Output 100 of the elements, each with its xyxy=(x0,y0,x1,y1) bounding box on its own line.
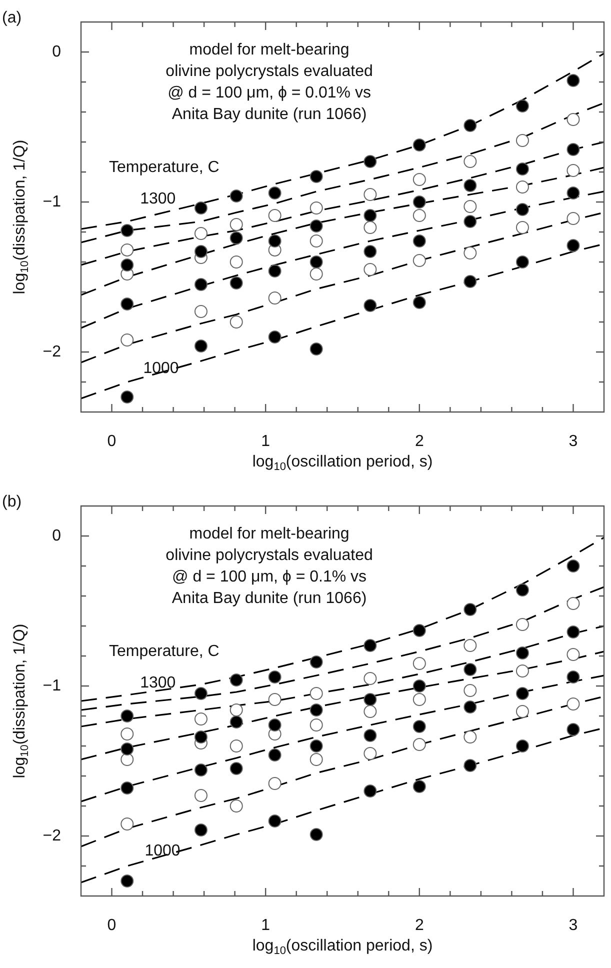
point xyxy=(566,74,580,87)
point xyxy=(230,256,243,268)
point xyxy=(464,200,477,213)
point xyxy=(194,789,208,802)
point xyxy=(516,687,529,700)
point xyxy=(194,764,208,776)
point xyxy=(464,603,477,616)
point xyxy=(194,687,208,700)
point xyxy=(412,738,426,751)
point xyxy=(516,256,529,268)
point xyxy=(194,340,208,352)
point xyxy=(516,180,529,194)
point xyxy=(464,275,477,288)
point xyxy=(230,740,243,752)
point xyxy=(566,239,580,252)
point xyxy=(120,390,134,404)
point xyxy=(364,729,377,742)
point xyxy=(364,639,377,652)
point xyxy=(464,700,477,714)
annotation: 1000 xyxy=(144,842,180,860)
point xyxy=(566,648,580,661)
point xyxy=(230,190,243,202)
point xyxy=(230,762,243,775)
point xyxy=(120,742,134,756)
chart-title: (b) xyxy=(2,493,22,510)
point xyxy=(516,203,529,216)
point xyxy=(268,330,282,344)
line-series xyxy=(81,586,604,711)
point xyxy=(566,723,580,736)
point xyxy=(194,712,208,726)
point xyxy=(412,657,426,670)
point xyxy=(230,704,243,716)
point xyxy=(194,305,208,318)
point xyxy=(268,777,282,790)
point xyxy=(566,626,580,638)
point xyxy=(364,705,377,718)
annotation: 1300 xyxy=(140,190,176,208)
point xyxy=(464,730,477,744)
point xyxy=(412,254,426,267)
y-tick-label: −2 xyxy=(42,343,62,360)
point xyxy=(364,221,377,234)
point xyxy=(566,560,580,572)
point xyxy=(120,224,134,237)
annotation: Temperature, C xyxy=(109,158,220,176)
point xyxy=(364,188,377,201)
point xyxy=(566,143,580,156)
point xyxy=(464,639,477,652)
point xyxy=(268,234,282,248)
point xyxy=(516,740,529,752)
point xyxy=(194,824,208,836)
point xyxy=(464,215,477,228)
point xyxy=(412,680,426,692)
point xyxy=(120,782,134,794)
line-series xyxy=(81,102,604,244)
point xyxy=(566,698,580,710)
point xyxy=(516,221,529,234)
point xyxy=(464,179,477,192)
point xyxy=(310,170,323,183)
text: model for melt-bearing olivine polycrystals evaluated @ d = 100 μm, ϕ = 0.1% vs Anita Bay dunite (run 1066) xyxy=(166,525,373,607)
y-tick-label: −1 xyxy=(42,677,62,694)
point xyxy=(310,268,323,280)
point xyxy=(412,693,426,706)
point xyxy=(566,113,580,126)
text: model for melt-bearing olivine polycrystals evaluated @ d = 100 μm, ϕ = 0.01% vs Anita Bay dunite (run 1066) xyxy=(166,41,373,123)
x-tick-label: 3 xyxy=(568,917,578,934)
point xyxy=(268,670,282,684)
annotation: 1000 xyxy=(143,360,179,377)
point xyxy=(566,670,580,684)
point xyxy=(566,186,580,200)
point xyxy=(194,245,208,258)
y-tick-label: −2 xyxy=(42,827,62,844)
point xyxy=(464,246,477,260)
point xyxy=(364,155,377,168)
line-series xyxy=(81,141,604,266)
point xyxy=(516,162,529,176)
point xyxy=(230,276,243,290)
point xyxy=(412,173,426,186)
y-axis-title: log10(dissipation, 1/Q) xyxy=(11,140,31,294)
point xyxy=(120,728,134,740)
point xyxy=(464,663,477,676)
chart-title: (a) xyxy=(2,9,22,26)
y-tick-label: 0 xyxy=(52,43,62,60)
point xyxy=(120,710,134,722)
point xyxy=(268,186,282,200)
point xyxy=(310,828,323,841)
point xyxy=(230,316,243,328)
point xyxy=(364,747,377,760)
y-tick-label: 0 xyxy=(52,527,62,544)
point xyxy=(364,263,377,276)
point xyxy=(310,753,323,766)
x-tick-label: 0 xyxy=(107,433,116,450)
point xyxy=(230,218,243,231)
point xyxy=(364,245,377,258)
point xyxy=(194,278,208,291)
point xyxy=(230,716,243,728)
point xyxy=(310,220,323,232)
point xyxy=(268,292,282,304)
point xyxy=(310,718,323,732)
point xyxy=(412,196,426,208)
y-tick-label: −1 xyxy=(42,193,62,210)
